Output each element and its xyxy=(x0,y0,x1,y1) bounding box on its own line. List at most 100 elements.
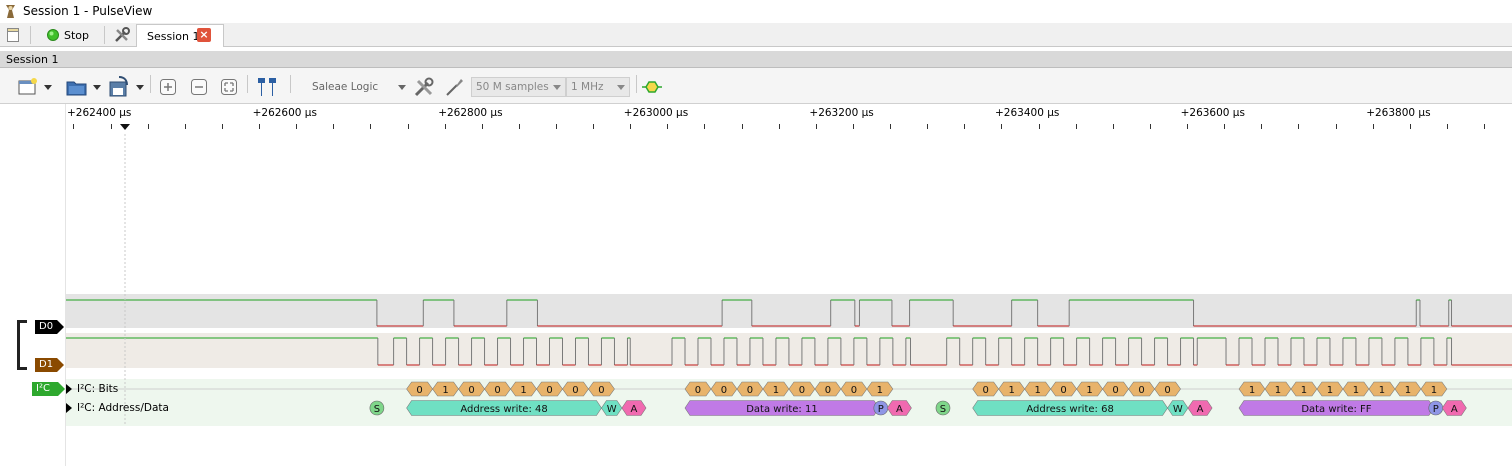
i2c-start-marker xyxy=(935,400,951,416)
ruler-tick-label: +263200 µs xyxy=(809,107,874,119)
ruler-minor-tick xyxy=(1261,124,1263,129)
session-header-label: Session 1 xyxy=(6,53,59,66)
expand-arrow-icon[interactable] xyxy=(66,384,72,394)
decoder-i2c-label[interactable]: I²C xyxy=(32,382,65,396)
ruler-minor-tick xyxy=(1446,124,1448,129)
session-header: Session 1 xyxy=(0,51,1512,68)
i2c-bit-value: 1 xyxy=(1008,385,1014,396)
add-decoder-button[interactable] xyxy=(640,76,664,98)
ruler-minor-tick xyxy=(890,124,892,129)
ruler-minor-tick xyxy=(815,124,817,129)
sample-rate-value: 1 MHz xyxy=(571,81,604,93)
channel-d1-label[interactable]: D1 xyxy=(35,358,64,372)
ruler-minor-tick xyxy=(704,124,706,129)
ruler-minor-tick xyxy=(1001,124,1003,129)
i2c-bit-value: 1 xyxy=(773,385,779,396)
expand-arrow-icon[interactable] xyxy=(66,403,72,413)
ruler-minor-tick xyxy=(741,124,743,129)
i2c-bit-value: 0 xyxy=(598,385,604,396)
trace-view[interactable]: 0 1 0 0 1 0 0 0 0 0 0 1 0 0 0 1 0 1 1 0 1 0 0 0 1 1 1 1 1 1 1 1 S Address… xyxy=(0,104,1512,466)
ruler-minor-tick xyxy=(630,124,632,129)
stop-label: Stop xyxy=(64,28,90,42)
open-button[interactable] xyxy=(64,76,90,98)
new-view-button[interactable] xyxy=(16,76,40,98)
i2c-ack-label: A xyxy=(1197,404,1204,415)
time-ruler[interactable]: +262400 µs +262600 µs +262800 µs +263000 µs… xyxy=(66,104,1512,134)
run-stop-button[interactable]: Stop xyxy=(46,25,89,45)
tab-session-1[interactable]: Session 1 × xyxy=(136,24,224,47)
i2c-bit-value: 0 xyxy=(1164,385,1170,396)
ruler-minor-tick xyxy=(259,124,261,129)
i2c-bit-value: 1 xyxy=(1086,385,1092,396)
ruler-minor-tick xyxy=(184,124,186,129)
i2c-bit-annotation xyxy=(1420,381,1448,397)
i2c-bit-value: 0 xyxy=(468,385,474,396)
zoom-out-icon xyxy=(191,79,207,95)
separator xyxy=(30,26,31,44)
ruler-minor-tick xyxy=(1112,124,1114,129)
i2c-start-label: S xyxy=(374,404,380,415)
ruler-minor-tick xyxy=(964,124,966,129)
i2c-ack-label: A xyxy=(896,404,903,415)
row-i2c-bits[interactable]: I²C: Bits xyxy=(66,383,118,395)
sample-count-select[interactable]: 50 M samples xyxy=(471,77,566,97)
settings-button[interactable] xyxy=(113,25,131,45)
open-dropdown[interactable] xyxy=(92,76,102,98)
zoom-in-icon xyxy=(160,79,176,95)
ruler-tick-label: +263800 µs xyxy=(1366,107,1431,119)
i2c-ack-annotation xyxy=(1441,400,1467,416)
trace-canvas[interactable]: 0 1 0 0 1 0 0 0 0 0 0 1 0 0 0 1 0 1 1 0 1 0 0 0 1 1 1 1 1 1 1 1 S Address… xyxy=(0,104,1512,466)
i2c-bit-value: 0 xyxy=(546,385,552,396)
close-tab-icon[interactable]: × xyxy=(197,28,211,42)
i2c-rw-label: W xyxy=(1173,404,1183,415)
zoom-out-button[interactable] xyxy=(189,76,209,98)
separator xyxy=(150,75,151,93)
zoom-in-button[interactable] xyxy=(158,76,178,98)
i2c-data-label: Data write: 11 xyxy=(746,404,817,415)
i2c-bit-value: 0 xyxy=(1060,385,1066,396)
i2c-bit-value: 0 xyxy=(494,385,500,396)
i2c-bit-value: 1 xyxy=(1379,385,1385,396)
separator xyxy=(290,75,291,93)
i2c-bit-value: 1 xyxy=(1353,385,1359,396)
chevron-down-icon xyxy=(553,85,561,90)
i2c-bit-value: 0 xyxy=(851,385,857,396)
i2c-bit-value: 1 xyxy=(520,385,526,396)
save-dropdown[interactable] xyxy=(135,76,145,98)
chevron-down-icon xyxy=(136,84,144,90)
zoom-fit-button[interactable] xyxy=(219,76,239,98)
sample-rate-select[interactable]: 1 MHz xyxy=(566,77,630,97)
ruler-minor-tick xyxy=(481,124,483,129)
ruler-minor-tick xyxy=(1372,124,1374,129)
ruler-tick-label: +263600 µs xyxy=(1180,107,1245,119)
new-session-button[interactable] xyxy=(6,25,20,45)
ruler-minor-tick xyxy=(1149,124,1151,129)
chevron-down-icon xyxy=(93,84,101,90)
channel-d0-label[interactable]: D0 xyxy=(35,320,64,334)
show-cursors-button[interactable] xyxy=(254,76,280,98)
channel-header-area xyxy=(0,104,66,466)
main-toolbar: Saleae Logic 50 M samples 1 MHz xyxy=(0,68,1512,104)
ruler-minor-tick xyxy=(407,124,409,129)
trigger-marker-icon xyxy=(120,124,130,130)
sample-count-value: 50 M samples xyxy=(476,81,549,93)
ruler-tick-label: +262600 µs xyxy=(252,107,317,119)
separator xyxy=(636,75,637,93)
device-config-button[interactable] xyxy=(412,76,436,98)
ruler-minor-tick xyxy=(73,124,75,129)
pulseview-app-icon xyxy=(6,5,15,18)
ruler-minor-tick xyxy=(296,124,298,129)
row-i2c-address-data[interactable]: I²C: Address/Data xyxy=(66,402,169,414)
i2c-stop-label: P xyxy=(878,404,884,415)
device-selector[interactable]: Saleae Logic xyxy=(300,76,410,98)
new-view-dropdown[interactable] xyxy=(43,76,53,98)
i2c-bit-value: 0 xyxy=(721,385,727,396)
row-i2c-bits-label: I²C: Bits xyxy=(77,383,119,395)
i2c-address-label: Address write: 48 xyxy=(460,404,547,415)
session-tab-label: Session 1 xyxy=(147,29,200,43)
ruler-minor-tick xyxy=(1335,124,1337,129)
ruler-minor-tick xyxy=(370,124,372,129)
save-icon xyxy=(109,76,128,97)
save-button[interactable] xyxy=(106,76,132,98)
channel-config-button[interactable] xyxy=(442,76,466,98)
